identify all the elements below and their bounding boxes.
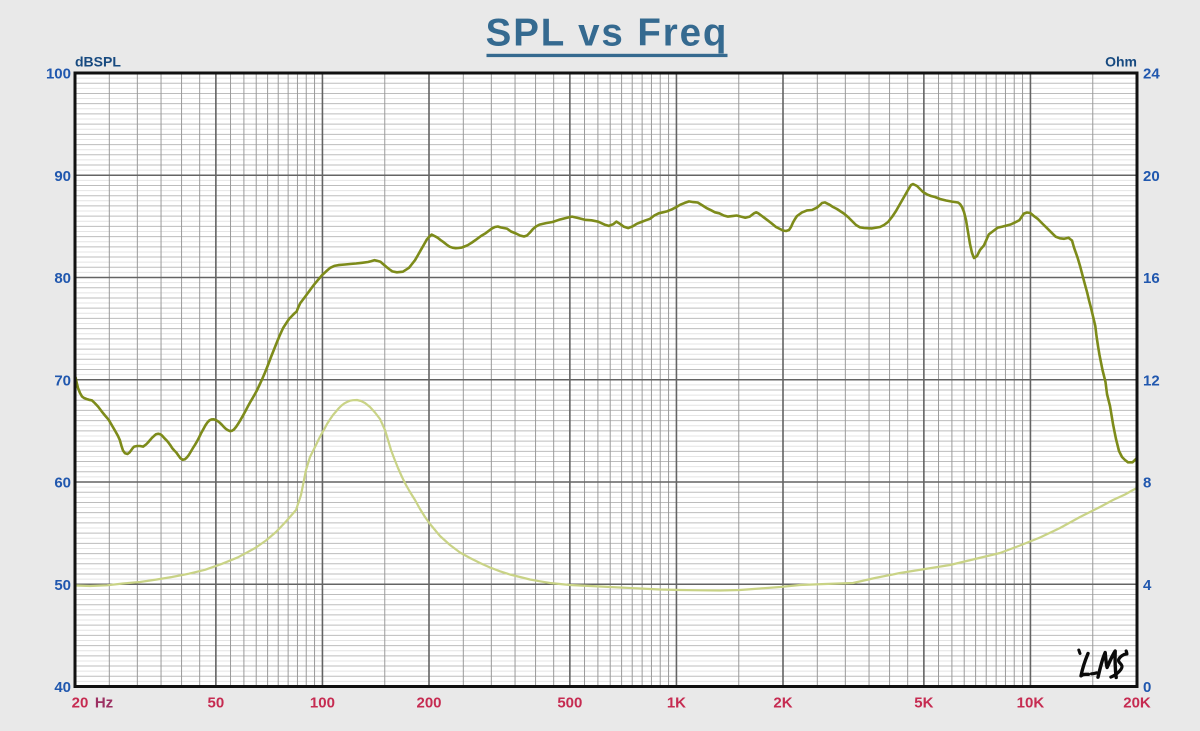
svg-text:12: 12 xyxy=(1143,372,1160,389)
svg-text:10K: 10K xyxy=(1017,695,1045,712)
svg-text:Hz: Hz xyxy=(95,695,113,712)
svg-text:4: 4 xyxy=(1143,577,1152,594)
svg-text:50: 50 xyxy=(208,695,225,712)
svg-text:70: 70 xyxy=(54,372,71,389)
svg-text:90: 90 xyxy=(54,168,71,185)
svg-text:20: 20 xyxy=(1143,168,1160,185)
svg-text:2K: 2K xyxy=(773,695,792,712)
svg-text:20K: 20K xyxy=(1123,695,1151,712)
svg-text:40: 40 xyxy=(54,679,71,696)
svg-text:dBSPL: dBSPL xyxy=(75,54,121,70)
svg-text:50: 50 xyxy=(54,577,71,594)
svg-text:Ohm: Ohm xyxy=(1105,54,1137,70)
svg-text:SPL vs Freq: SPL vs Freq xyxy=(486,12,729,55)
svg-text:60: 60 xyxy=(54,475,71,492)
svg-text:16: 16 xyxy=(1143,270,1160,287)
svg-text:500: 500 xyxy=(557,695,582,712)
svg-text:8: 8 xyxy=(1143,475,1151,492)
svg-text:100: 100 xyxy=(310,695,335,712)
svg-text:24: 24 xyxy=(1143,66,1160,83)
svg-text:200: 200 xyxy=(416,695,441,712)
svg-text:80: 80 xyxy=(54,270,71,287)
svg-text:0: 0 xyxy=(1143,679,1151,696)
svg-text:100: 100 xyxy=(46,66,71,83)
svg-text:5K: 5K xyxy=(914,695,933,712)
svg-text:1K: 1K xyxy=(667,695,686,712)
svg-text:20: 20 xyxy=(72,695,89,712)
